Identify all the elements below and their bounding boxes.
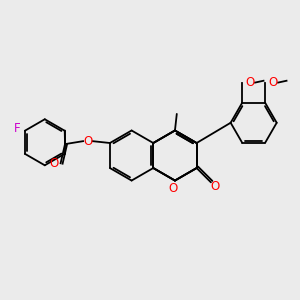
Text: O: O bbox=[269, 76, 278, 89]
Text: O: O bbox=[246, 76, 255, 89]
Text: F: F bbox=[14, 122, 20, 135]
Text: O: O bbox=[83, 135, 92, 148]
Text: O: O bbox=[50, 158, 58, 170]
Text: O: O bbox=[169, 182, 178, 195]
Text: O: O bbox=[210, 180, 219, 193]
